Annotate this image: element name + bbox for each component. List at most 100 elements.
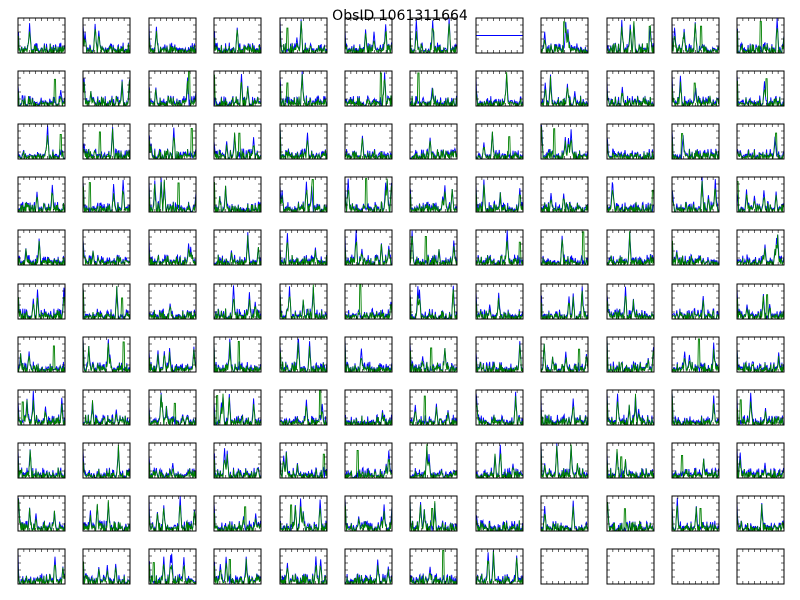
- subplot-frame: [279, 389, 328, 426]
- subplot-frame: [606, 548, 655, 585]
- subplot-panel: [606, 495, 655, 532]
- subplot-panel: [540, 389, 589, 426]
- subplot-frame: [671, 229, 720, 266]
- subplot-frame: [540, 495, 589, 532]
- subplot-frame: [736, 548, 785, 585]
- series-line-green: [18, 192, 65, 212]
- subplot-panel: [279, 123, 328, 160]
- subplot-panel: [671, 17, 720, 54]
- series-line-green: [83, 561, 130, 584]
- series-line-green: [149, 30, 196, 53]
- subplot-frame: [82, 495, 131, 532]
- subplot-panel: [82, 442, 131, 479]
- subplot-frame: [148, 176, 197, 213]
- subplot-frame: [344, 176, 393, 213]
- subplot-panel: [279, 17, 328, 54]
- subplot-frame: [279, 229, 328, 266]
- series-line-green: [149, 504, 196, 531]
- series-line-green: [214, 29, 261, 53]
- subplot-frame: [148, 17, 197, 54]
- subplot-frame: [475, 229, 524, 266]
- subplot-frame: [475, 495, 524, 532]
- series-line-green: [280, 565, 327, 584]
- subplot-frame: [344, 229, 393, 266]
- subplot-panel: [148, 123, 197, 160]
- series-line-green: [607, 138, 654, 159]
- subplot-panel: [344, 548, 393, 585]
- subplot-panel: [17, 336, 66, 373]
- subplot-frame: [540, 336, 589, 373]
- subplot-frame: [17, 548, 66, 585]
- series-line-green: [607, 189, 654, 212]
- series-line-green: [18, 499, 65, 531]
- series-line-green: [672, 300, 719, 319]
- series-line-green: [607, 501, 654, 531]
- subplot-frame: [17, 283, 66, 320]
- subplot-frame: [279, 548, 328, 585]
- subplot-panel: [213, 17, 262, 54]
- series-line-green: [410, 188, 457, 212]
- subplot-frame: [671, 123, 720, 160]
- subplot-panel: [279, 442, 328, 479]
- subplot-panel: [213, 336, 262, 373]
- subplot-frame: [279, 495, 328, 532]
- subplot-frame: [213, 548, 262, 585]
- series-line-green: [476, 131, 523, 159]
- subplot-panel: [344, 123, 393, 160]
- series-line-green: [149, 460, 196, 478]
- subplot-panel: [475, 70, 524, 107]
- subplot-panel: [606, 336, 655, 373]
- subplot-panel: [148, 229, 197, 266]
- subplot-frame: [17, 442, 66, 479]
- subplot-frame: [475, 548, 524, 585]
- series-line-green: [541, 405, 588, 425]
- subplot-frame: [540, 70, 589, 107]
- subplot-panel: [213, 123, 262, 160]
- subplot-panel: [736, 336, 785, 373]
- subplot-panel: [279, 548, 328, 585]
- subplot-panel: [475, 442, 524, 479]
- subplot-panel: [82, 389, 131, 426]
- subplot-frame: [606, 495, 655, 532]
- series-line-green: [410, 395, 457, 425]
- subplot-panel: [148, 442, 197, 479]
- series-line-green: [607, 295, 654, 319]
- series-line-green: [214, 182, 261, 212]
- subplot-panel: [540, 229, 589, 266]
- series-line-green: [280, 179, 327, 212]
- subplot-panel: [17, 548, 66, 585]
- subplot-frame: [344, 389, 393, 426]
- series-line-green: [410, 235, 457, 265]
- subplot-panel: [409, 336, 458, 373]
- series-line-green: [672, 23, 719, 53]
- subplot-panel: [17, 389, 66, 426]
- subplot-panel: [148, 17, 197, 54]
- subplot-panel: [213, 283, 262, 320]
- series-line-green: [149, 179, 196, 212]
- subplot-frame: [279, 442, 328, 479]
- subplot-frame: [540, 176, 589, 213]
- subplot-frame: [279, 123, 328, 160]
- subplot-frame: [279, 336, 328, 373]
- series-line-blue: [280, 338, 327, 372]
- series-line-blue: [476, 290, 523, 319]
- subplot-frame: [213, 17, 262, 54]
- subplot-frame: [606, 70, 655, 107]
- subplot-panel: [82, 123, 131, 160]
- subplot-frame: [213, 123, 262, 160]
- subplot-frame: [279, 17, 328, 54]
- subplot-panel: [213, 70, 262, 107]
- subplot-panel: [736, 17, 785, 54]
- subplot-frame: [671, 442, 720, 479]
- series-line-green: [149, 562, 196, 584]
- series-line-green: [607, 231, 654, 265]
- subplot-panel: [606, 283, 655, 320]
- subplot-frame: [17, 229, 66, 266]
- subplot-panel: [148, 336, 197, 373]
- subplot-frame: [409, 17, 458, 54]
- subplot-frame: [409, 70, 458, 107]
- series-line-green: [83, 444, 130, 478]
- subplot-panel: [148, 548, 197, 585]
- subplot-frame: [17, 70, 66, 107]
